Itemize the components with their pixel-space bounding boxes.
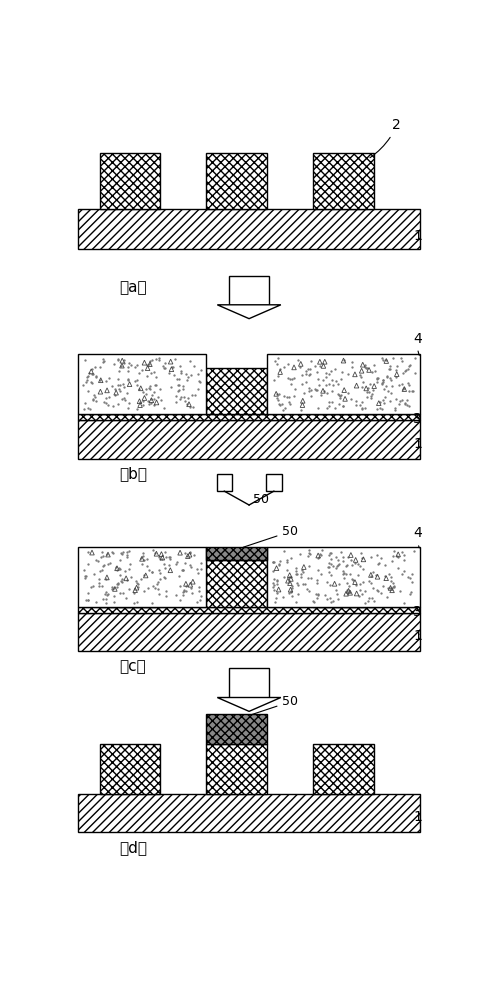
Bar bbox=[313, 744, 374, 794]
Text: （c）: （c） bbox=[119, 659, 146, 674]
Bar bbox=[100, 368, 160, 414]
Bar bbox=[267, 547, 420, 607]
Text: 3: 3 bbox=[414, 605, 422, 619]
Bar bbox=[78, 354, 207, 414]
Bar bbox=[313, 560, 374, 607]
Bar bbox=[78, 613, 420, 651]
Bar bbox=[78, 794, 420, 832]
Text: 50: 50 bbox=[253, 493, 269, 506]
Text: 1: 1 bbox=[414, 810, 422, 824]
Bar bbox=[207, 368, 267, 414]
Bar bbox=[207, 153, 267, 209]
Bar bbox=[100, 153, 160, 209]
Text: 50: 50 bbox=[243, 525, 298, 547]
Text: 1: 1 bbox=[414, 229, 422, 243]
Bar bbox=[267, 354, 420, 414]
Bar bbox=[313, 153, 374, 209]
Bar bbox=[78, 209, 420, 249]
Bar bbox=[229, 668, 269, 698]
Text: 1: 1 bbox=[414, 629, 422, 643]
Text: 1: 1 bbox=[414, 437, 422, 451]
Polygon shape bbox=[217, 698, 281, 711]
Bar bbox=[207, 714, 267, 744]
Bar bbox=[100, 744, 160, 794]
Bar bbox=[78, 607, 420, 613]
Bar bbox=[207, 560, 267, 607]
Bar bbox=[78, 414, 420, 420]
Text: （a）: （a） bbox=[119, 280, 146, 295]
Bar bbox=[207, 744, 267, 794]
Bar bbox=[100, 560, 160, 607]
Bar bbox=[78, 547, 207, 607]
Text: （d）: （d） bbox=[119, 840, 147, 855]
Bar bbox=[229, 276, 269, 305]
Bar bbox=[78, 420, 420, 459]
Text: 4: 4 bbox=[414, 526, 422, 548]
Text: 4: 4 bbox=[414, 332, 422, 355]
Bar bbox=[217, 474, 232, 491]
Text: 3: 3 bbox=[414, 412, 422, 426]
Text: 50: 50 bbox=[243, 695, 298, 717]
Text: （b）: （b） bbox=[119, 466, 147, 482]
Polygon shape bbox=[217, 305, 281, 319]
Text: 2: 2 bbox=[370, 118, 401, 158]
Bar bbox=[266, 474, 281, 491]
Bar bbox=[313, 368, 374, 414]
Bar bbox=[207, 547, 267, 560]
